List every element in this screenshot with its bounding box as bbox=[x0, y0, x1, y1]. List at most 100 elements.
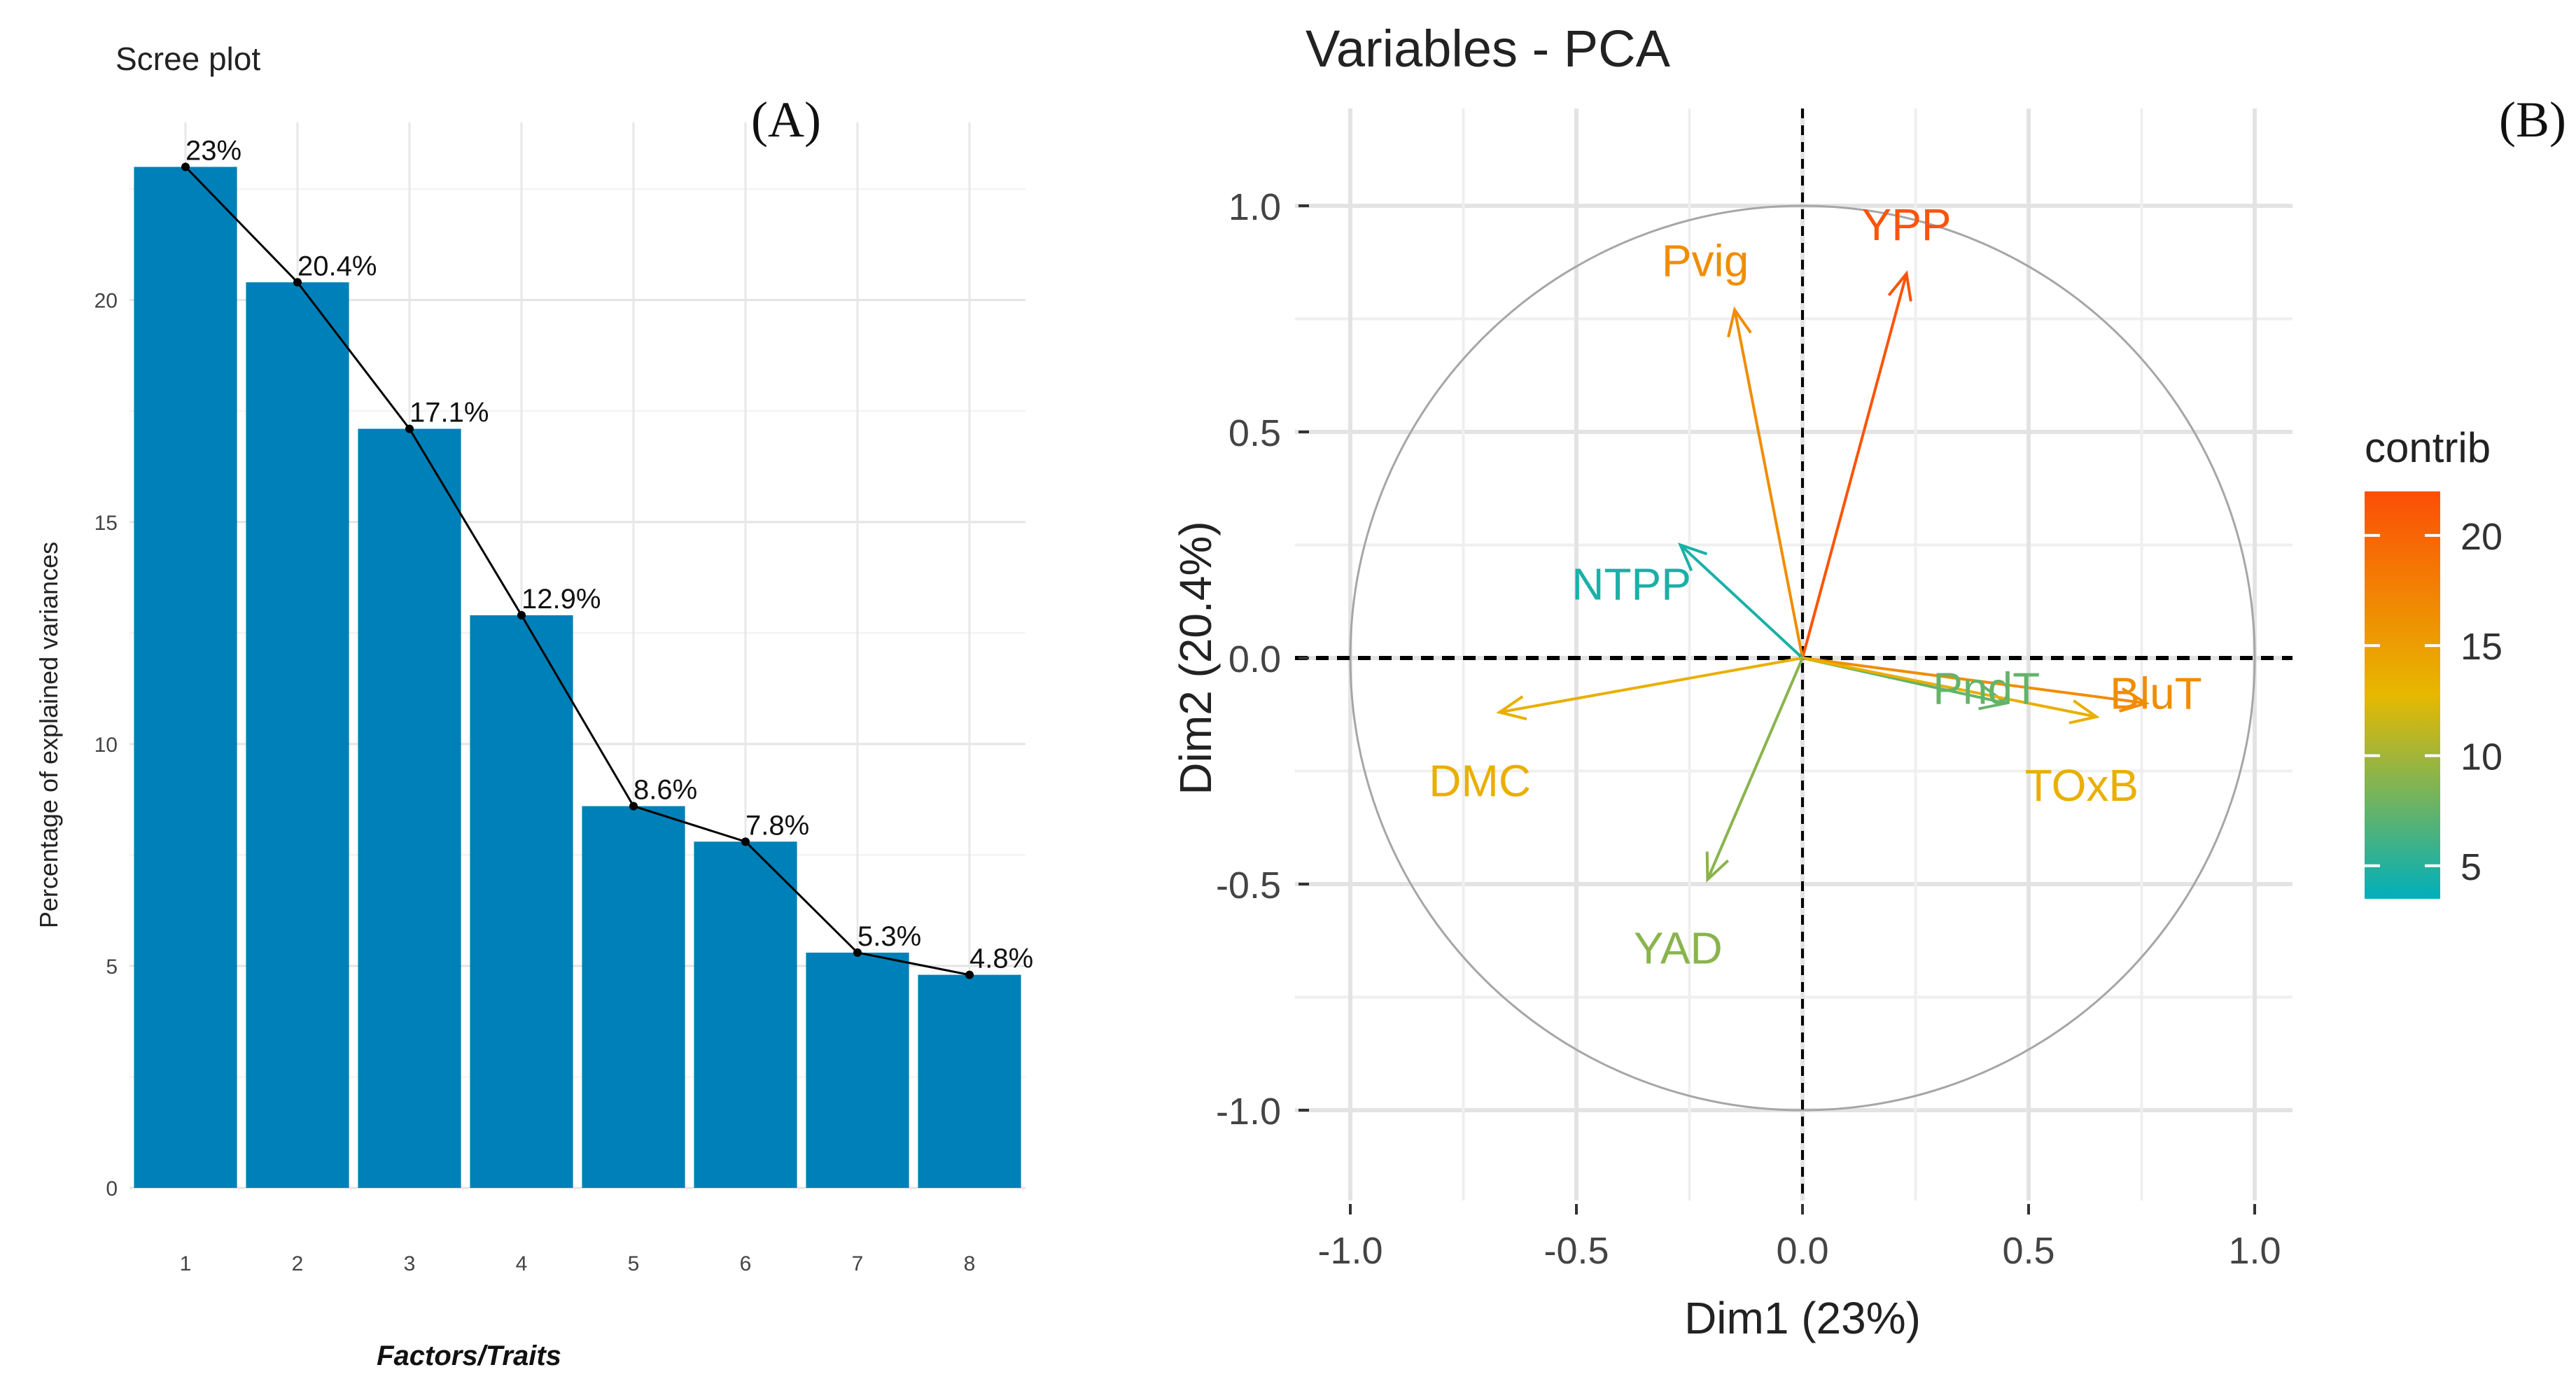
legend-tick-label: 5 bbox=[2460, 846, 2482, 888]
pca-unit-circle bbox=[1349, 204, 2256, 1112]
panel-label-a: (A) bbox=[751, 92, 821, 148]
scree-y-axis-label: Percentage of explained variances bbox=[34, 542, 63, 928]
scree-y-tick-label: 10 bbox=[94, 734, 118, 757]
pca-arrow-toxb bbox=[1802, 657, 2097, 718]
pca-arrowhead-pndt bbox=[1978, 685, 2010, 710]
scree-x-tick-label: 1 bbox=[180, 1252, 192, 1275]
pca-gridlines bbox=[1295, 108, 2292, 1200]
pca-x-axis-label: Dim1 (23%) bbox=[1684, 1293, 1921, 1343]
scree-x-tick-label: 4 bbox=[516, 1252, 528, 1275]
pca-arrowhead-ntpp bbox=[1677, 542, 1708, 572]
scree-bar bbox=[470, 615, 573, 1188]
scree-point bbox=[853, 948, 862, 957]
pca-var-label-blut: BluT bbox=[2110, 668, 2202, 719]
pca-title: Variables - PCA bbox=[1306, 20, 1671, 78]
pca-arrowhead-blut bbox=[2119, 687, 2150, 713]
scree-x-tick-labels: 1 2 3 4 5 6 7 8 bbox=[180, 1252, 976, 1275]
scree-point bbox=[517, 610, 526, 620]
legend-colorbar bbox=[2365, 491, 2440, 899]
scree-y-tick-labels: 0 5 10 15 20 bbox=[94, 290, 118, 1200]
pca-arrowhead-dmc bbox=[1496, 695, 1527, 721]
scree-bar bbox=[582, 806, 685, 1188]
scree-x-tick-label: 8 bbox=[964, 1252, 976, 1275]
scree-y-tick-label: 0 bbox=[106, 1177, 118, 1200]
scree-bar bbox=[806, 952, 909, 1188]
legend-tick-label: 10 bbox=[2460, 736, 2502, 778]
scree-plot-panel: Scree plot (A) 23% 20.4% 17.1% 12.9% 8.6% 7.8… bbox=[34, 41, 1033, 1371]
pca-x-tick-label: -1.0 bbox=[1317, 1230, 1382, 1272]
pca-x-tick-label: 0.0 bbox=[1776, 1230, 1828, 1272]
scree-point bbox=[181, 162, 190, 172]
legend-tick-label: 20 bbox=[2460, 516, 2502, 558]
scree-point bbox=[405, 424, 414, 433]
pca-arrow-ntpp bbox=[1679, 544, 1804, 659]
pca-variables-panel: Variables - PCA (B) YPP Pvig NTPP PndT BluT T… bbox=[1170, 20, 2566, 1343]
scree-bars bbox=[134, 167, 1021, 1189]
pca-x-tick-label: 1.0 bbox=[2228, 1230, 2281, 1272]
scree-value-label: 8.6% bbox=[634, 775, 697, 806]
scree-point bbox=[741, 837, 750, 846]
contrib-legend: contrib 20 15 10 5 bbox=[2365, 424, 2502, 899]
scree-bar bbox=[918, 974, 1021, 1188]
scree-y-tick-label: 5 bbox=[106, 955, 118, 979]
pca-var-label-ypp: YPP bbox=[1862, 200, 1952, 250]
scree-x-tick-label: 2 bbox=[292, 1252, 304, 1275]
pca-var-label-yad: YAD bbox=[1634, 923, 1723, 974]
scree-plot-title: Scree plot bbox=[115, 41, 260, 77]
pca-arrowhead-pvig bbox=[1727, 306, 1752, 337]
pca-y-tick-label: 0.0 bbox=[1228, 638, 1281, 680]
pca-var-label-dmc: DMC bbox=[1429, 756, 1531, 806]
pca-var-label-pvig: Pvig bbox=[1662, 236, 1749, 286]
legend-tick-label: 15 bbox=[2460, 626, 2502, 668]
pca-x-tick-label: -0.5 bbox=[1544, 1230, 1609, 1272]
scree-value-label: 17.1% bbox=[410, 398, 489, 428]
scree-value-label: 23% bbox=[186, 135, 241, 166]
scree-value-label: 4.8% bbox=[969, 944, 1033, 974]
scree-point bbox=[629, 802, 638, 811]
scree-x-tick-label: 6 bbox=[740, 1252, 752, 1275]
scree-bar bbox=[358, 428, 461, 1189]
panel-label-b: (B) bbox=[2499, 92, 2566, 148]
pca-arrow-dmc bbox=[1499, 657, 1803, 714]
scree-value-label: 5.3% bbox=[858, 921, 921, 952]
scree-y-tick-label: 20 bbox=[94, 290, 118, 313]
pca-variable-labels: YPP Pvig NTPP PndT BluT TOxB DMC YAD bbox=[1429, 200, 2202, 974]
pca-arrow-yad bbox=[1706, 657, 1804, 881]
pca-var-label-toxb: TOxB bbox=[2025, 760, 2138, 811]
scree-value-labels: 23% 20.4% 17.1% 12.9% 8.6% 7.8% 5.3% 4.8% bbox=[186, 135, 1033, 974]
scree-x-tick-label: 7 bbox=[852, 1252, 864, 1275]
scree-y-tick-label: 15 bbox=[94, 512, 118, 535]
pca-x-tick-labels: -1.0 -0.5 0.0 0.5 1.0 bbox=[1317, 1204, 2281, 1272]
pca-variable-arrows bbox=[1496, 270, 2150, 883]
scree-line bbox=[181, 162, 974, 979]
pca-y-tick-label: -0.5 bbox=[1216, 864, 1281, 906]
scree-bar bbox=[134, 167, 237, 1189]
scree-trend-line bbox=[184, 166, 970, 976]
legend-title: contrib bbox=[2365, 424, 2491, 471]
pca-arrowhead-toxb bbox=[2068, 699, 2100, 724]
pca-arrowhead-yad bbox=[1705, 851, 1730, 883]
pca-arrow-ypp bbox=[1801, 273, 1908, 659]
pca-arrow-pvig bbox=[1733, 309, 1804, 659]
scree-value-label: 20.4% bbox=[298, 251, 377, 281]
pca-y-tick-label: 0.5 bbox=[1228, 412, 1281, 454]
pca-y-tick-label: -1.0 bbox=[1216, 1091, 1281, 1133]
pca-x-tick-label: 0.5 bbox=[2002, 1230, 2054, 1272]
scree-x-axis-label: Factors/Traits bbox=[377, 1340, 561, 1371]
scree-x-tick-label: 5 bbox=[628, 1252, 640, 1275]
scree-point bbox=[293, 278, 302, 287]
scree-value-label: 12.9% bbox=[522, 584, 601, 615]
pca-y-axis-label: Dim2 (20.4%) bbox=[1170, 521, 1221, 794]
pca-arrow-blut bbox=[1802, 657, 2147, 705]
scree-value-label: 7.8% bbox=[746, 810, 809, 841]
scree-bar bbox=[694, 841, 797, 1188]
scree-x-tick-label: 3 bbox=[404, 1252, 416, 1275]
pca-arrowhead-ypp bbox=[1887, 270, 1912, 302]
pca-var-label-ntpp: NTPP bbox=[1572, 559, 1691, 610]
legend-ticks: 20 15 10 5 bbox=[2365, 516, 2502, 888]
scree-bar bbox=[246, 282, 349, 1188]
pca-var-label-pndt: PndT bbox=[1933, 664, 2040, 714]
pca-y-tick-label: 1.0 bbox=[1228, 186, 1281, 228]
scree-point bbox=[965, 970, 974, 979]
